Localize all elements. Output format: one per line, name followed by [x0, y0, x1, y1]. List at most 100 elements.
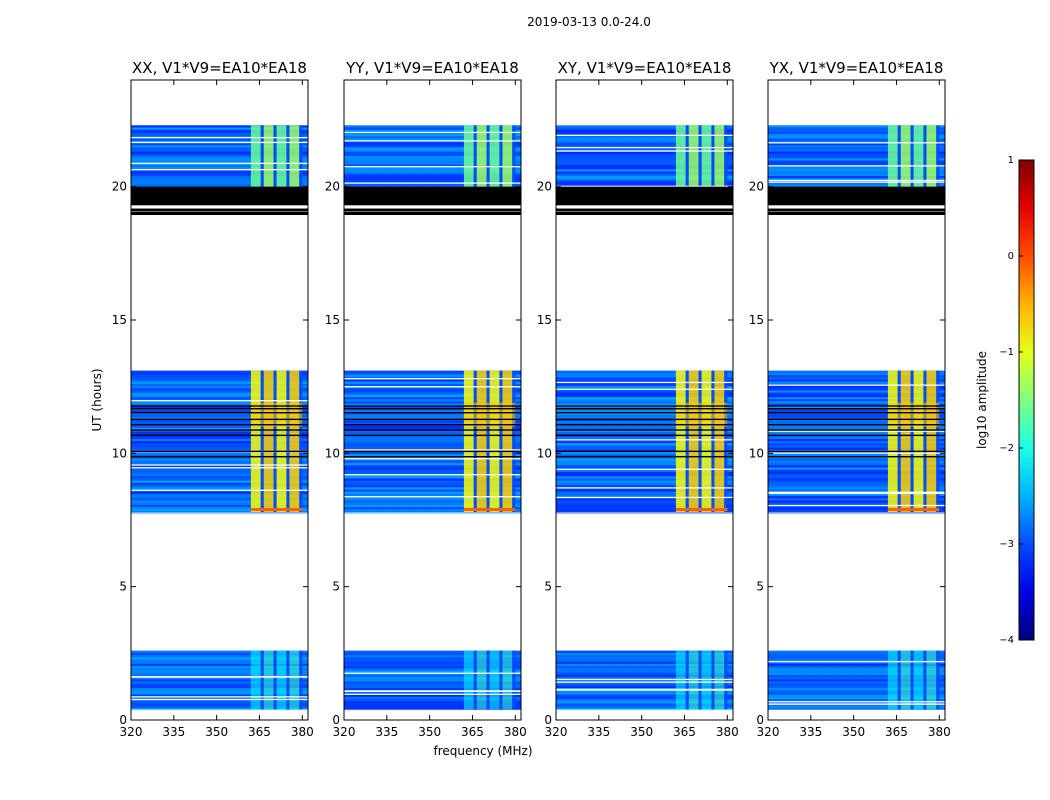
flagged-black-band [768, 186, 945, 206]
channel-gap [936, 650, 940, 710]
channel-gap [486, 650, 490, 710]
noise-row [131, 659, 308, 662]
y-tick-label: 0 [119, 713, 127, 727]
flag-gap [768, 165, 945, 167]
noise-row [768, 131, 945, 135]
noise-row [344, 399, 521, 402]
noise-row [344, 480, 521, 483]
y-axis-label: UT (hours) [90, 368, 104, 431]
noise-row [556, 397, 733, 400]
channel-gap [512, 370, 516, 512]
noise-row [344, 471, 521, 475]
noise-row [344, 421, 521, 424]
noise-row [131, 663, 308, 667]
flag-black [768, 418, 945, 421]
channel-gap [711, 370, 715, 512]
noise-row [768, 672, 945, 675]
flag-gap [556, 681, 733, 683]
channel-gap [724, 370, 728, 512]
flag-black [344, 429, 521, 431]
x-tick-label: 335 [587, 725, 610, 739]
noise-row [768, 388, 945, 391]
flag-black [556, 418, 733, 421]
flag-black [131, 405, 308, 407]
flag-black [556, 429, 733, 431]
noise-row [131, 701, 308, 704]
noise-row [768, 138, 945, 141]
figure-title: 2019-03-13 0.0-24.0 [527, 15, 651, 29]
y-tick-label: 0 [756, 713, 764, 727]
noise-row [344, 485, 521, 488]
y-tick-label: 10 [112, 446, 127, 460]
noise-row [131, 699, 308, 702]
noise-row [344, 674, 521, 678]
noise-row [556, 511, 733, 514]
noise-row [131, 149, 308, 152]
noise-row [556, 485, 733, 488]
noise-row [131, 430, 308, 433]
bright-edge-row [887, 508, 940, 511]
noise-row [768, 403, 945, 406]
noise-row [344, 169, 521, 172]
noise-row [556, 670, 733, 673]
noise-row [768, 441, 945, 444]
flagged-black-band [344, 208, 521, 212]
noise-row [768, 502, 945, 505]
channel-gap [299, 370, 303, 512]
flag-black [768, 424, 945, 426]
noise-row [131, 178, 308, 181]
noise-row [556, 705, 733, 708]
colorbar-tick-label: −2 [999, 443, 1014, 454]
y-tick-label: 20 [749, 180, 764, 194]
noise-row [556, 147, 733, 150]
noise-row [131, 480, 308, 483]
flag-black [344, 424, 521, 426]
noise-row [768, 460, 945, 464]
colorbar-tick-label: −3 [999, 539, 1014, 550]
bright-channel [688, 370, 699, 512]
flagged-black-band [344, 212, 521, 215]
panel-title: XX, V1*V9=EA10*EA18 [132, 59, 307, 77]
noise-row [768, 399, 945, 402]
flag-gap [768, 660, 945, 663]
x-tick-label: 350 [418, 725, 441, 739]
noise-row [556, 158, 733, 161]
noise-row [344, 171, 521, 174]
noise-row [768, 158, 945, 161]
noise-row [131, 683, 308, 686]
noise-row [556, 498, 733, 501]
waterfall-image [131, 125, 308, 711]
noise-row [131, 657, 308, 660]
noise-row [344, 502, 521, 505]
noise-row [556, 463, 733, 466]
noise-row [344, 441, 521, 444]
noise-row [768, 478, 945, 481]
noise-row [344, 438, 521, 442]
flag-black [131, 450, 308, 453]
noise-row [556, 491, 733, 494]
channel-gap [473, 125, 477, 192]
noise-row [556, 657, 733, 660]
noise-row [768, 509, 945, 512]
noise-row [131, 690, 308, 693]
noise-row [768, 134, 945, 137]
channel-gap [685, 370, 689, 512]
noise-row [131, 509, 308, 512]
flag-gap [768, 452, 945, 454]
noise-row [131, 465, 308, 468]
flag-gap [131, 400, 308, 402]
bright-channel [263, 650, 274, 710]
waterfall-image [556, 125, 733, 711]
flag-black [556, 408, 733, 410]
noise-row [556, 140, 733, 143]
noise-row [344, 666, 521, 669]
channel-gap [698, 125, 702, 192]
panel-yx: 320 335 350 365 380 0 5 10 15 20 YX, V1*V9=EA10*EA… [749, 59, 951, 739]
x-tick-label: 320 [757, 725, 780, 739]
noise-row [344, 463, 521, 466]
flag-gap [768, 504, 945, 507]
noise-row [344, 681, 521, 684]
noise-row [344, 657, 521, 660]
flag-gap [344, 690, 521, 692]
noise-row [131, 432, 308, 435]
